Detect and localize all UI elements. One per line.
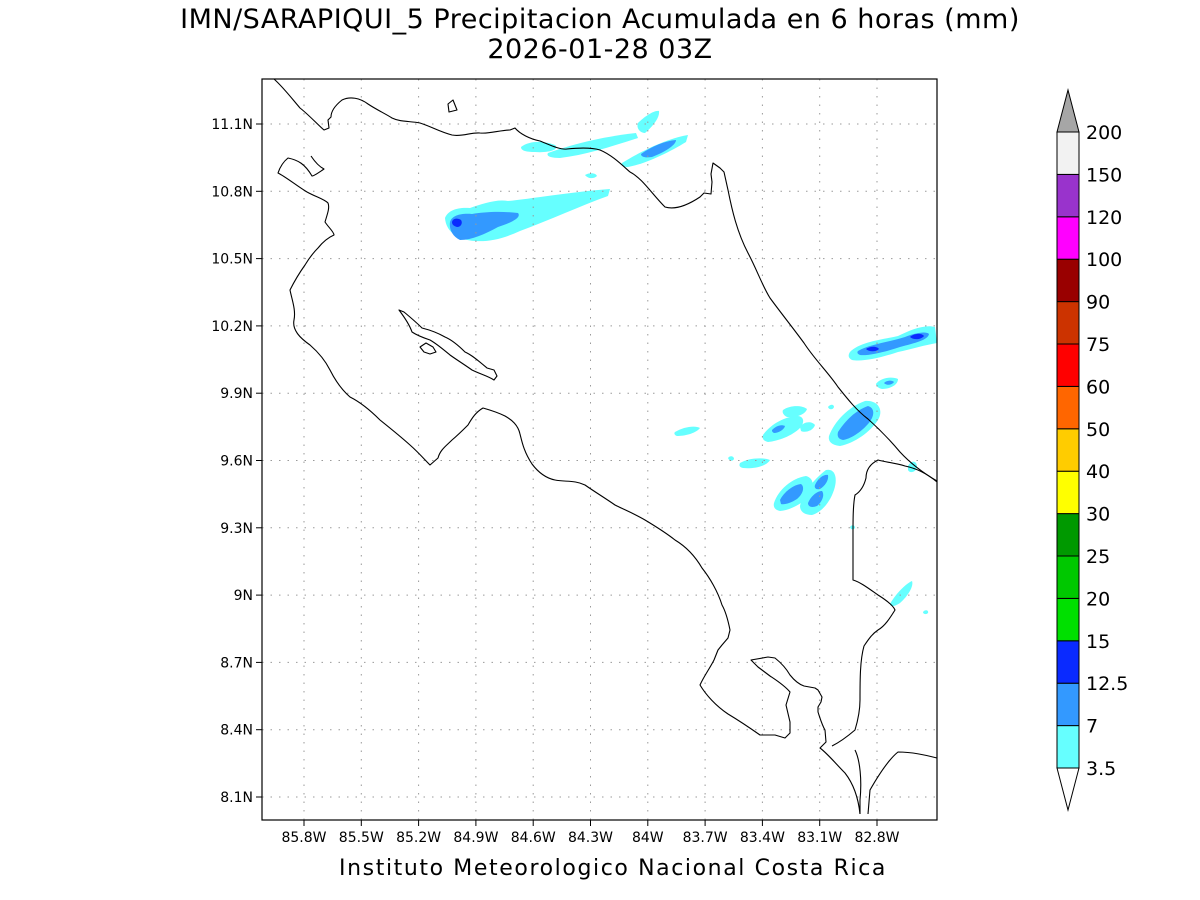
map-title: IMN/SARAPIQUI_5 Precipitacion Acumulada …: [180, 4, 1020, 35]
precip-area-12.5: [866, 346, 879, 352]
colorbar-swatch: [1056, 513, 1080, 557]
precip-area-3.5: [585, 173, 597, 179]
lat-tick-label: 8.4N: [220, 723, 253, 739]
colorbar-swatch: [1056, 385, 1080, 430]
colorbar-label: 30: [1086, 504, 1110, 526]
precip-area-3.5: [782, 406, 807, 418]
colorbar-swatch: [1056, 131, 1080, 175]
precip-area-3.5: [728, 456, 734, 461]
lat-tick-label: 11.1N: [211, 117, 253, 133]
colorbar-label: 150: [1086, 164, 1122, 186]
lat-tick-label: 10.2N: [211, 319, 253, 335]
colorbar-label: 200: [1086, 122, 1122, 144]
lon-tick-label: 82.8W: [854, 830, 899, 846]
lat-tick-label: 8.7N: [220, 655, 253, 671]
coastline-west: [277, 155, 861, 815]
footer-credit: Instituto Meteorologico Nacional Costa R…: [339, 856, 887, 881]
lat-tick-label: 9N: [234, 588, 253, 604]
colorbar-swatch: [1056, 258, 1080, 303]
colorbar-swatch: [1056, 725, 1080, 769]
lon-tick-label: 85.5W: [339, 830, 384, 846]
coastline-gulf-island: [419, 342, 437, 355]
lon-tick-label: 84W: [632, 830, 664, 846]
colorbar-label: 50: [1086, 419, 1110, 441]
coastline-north: [273, 78, 938, 482]
colorbar-swatch: [1056, 470, 1080, 515]
precip-area-3.5: [521, 141, 557, 153]
border-panama: [831, 459, 938, 747]
colorbar-swatch: [1056, 301, 1080, 345]
precip-area-7: [814, 474, 829, 490]
colorbar-over-arrow: [1056, 88, 1080, 133]
colorbar-swatch: [1056, 555, 1080, 599]
precip-area-7: [641, 140, 676, 158]
precip-area-3.5: [923, 610, 929, 615]
latitude-axis: 11.1N 10.8N 10.5N 10.2N 9.9N 9.6N 9.3N 9N 8.7N 8.…: [211, 117, 262, 806]
precip-area-12.5: [452, 218, 462, 227]
colorbar-swatch: [1056, 597, 1080, 642]
precip-area-3.5: [890, 581, 913, 607]
precip-area-3.5: [547, 133, 638, 158]
colorbar-swatch: [1056, 640, 1080, 684]
colorbar-label: 75: [1086, 334, 1110, 356]
lon-tick-label: 83.4W: [740, 830, 785, 846]
precip-area-3.5: [739, 458, 770, 469]
precip-area-7: [780, 484, 804, 505]
precip-area-7: [449, 211, 519, 240]
precip-area-7: [837, 406, 874, 440]
colorbar-label: 7: [1086, 716, 1098, 738]
colorbar-swatch: [1056, 682, 1080, 727]
coastline-burica: [854, 749, 862, 814]
colorbar-label: 40: [1086, 461, 1110, 483]
precip-area-7: [772, 425, 785, 433]
precip-area-7: [808, 491, 824, 507]
lat-tick-label: 9.9N: [220, 386, 253, 402]
coastline-lake-island: [447, 99, 458, 113]
colorbar-legend: 3.5 7 12.5 15 20 25 30 40 50 60 75 90 100 120 150 200: [1056, 88, 1128, 812]
lon-tick-label: 85.8W: [281, 830, 326, 846]
colorbar-label: 100: [1086, 249, 1122, 271]
colorbar-label: 25: [1086, 546, 1110, 568]
lon-tick-label: 83.1W: [797, 830, 842, 846]
lat-tick-label: 10.5N: [211, 252, 253, 268]
coastline-southeast: [867, 751, 938, 815]
colorbar-label: 90: [1086, 292, 1110, 314]
colorbar-swatch: [1056, 428, 1080, 472]
precip-area-3.5: [674, 426, 700, 436]
longitude-axis: 85.8W 85.5W 85.2W 84.9W 84.6W 84.3W 84W 83.7W 83…: [281, 820, 900, 846]
coastlines: [273, 78, 938, 815]
colorbar-swatch: [1056, 173, 1080, 218]
lon-tick-label: 84.9W: [453, 830, 498, 846]
precip-area-3.5: [908, 461, 917, 473]
precip-area-12.5: [910, 333, 924, 340]
map-subtitle-datetime: 2026-01-28 03Z: [487, 34, 713, 65]
colorbar-label: 12.5: [1086, 673, 1128, 695]
map-frame: [261, 78, 938, 821]
colorbar-label: 60: [1086, 376, 1110, 398]
colorbar-swatch: [1056, 343, 1080, 387]
colorbar-label: 15: [1086, 631, 1110, 653]
lon-tick-label: 84.3W: [568, 830, 613, 846]
lon-tick-label: 84.6W: [511, 830, 556, 846]
precip-area-3.5: [800, 422, 815, 432]
lat-tick-label: 8.1N: [220, 790, 253, 806]
coastline-nicoya-gulf: [398, 309, 498, 381]
precip-area-7: [884, 380, 894, 385]
precip-area-3.5: [828, 404, 834, 410]
lat-tick-label: 10.8N: [211, 184, 253, 200]
precipitation-areas: [445, 110, 937, 615]
colorbar-label: 20: [1086, 588, 1110, 610]
colorbar-under-arrow: [1056, 767, 1080, 812]
colorbar-label: 120: [1086, 207, 1122, 229]
lat-tick-label: 9.6N: [220, 454, 253, 470]
lon-tick-label: 85.2W: [396, 830, 441, 846]
colorbar-swatch: [1056, 216, 1080, 260]
colorbar-label: 3.5: [1086, 758, 1116, 780]
lat-tick-label: 9.3N: [220, 521, 253, 537]
lon-tick-label: 83.7W: [683, 830, 728, 846]
